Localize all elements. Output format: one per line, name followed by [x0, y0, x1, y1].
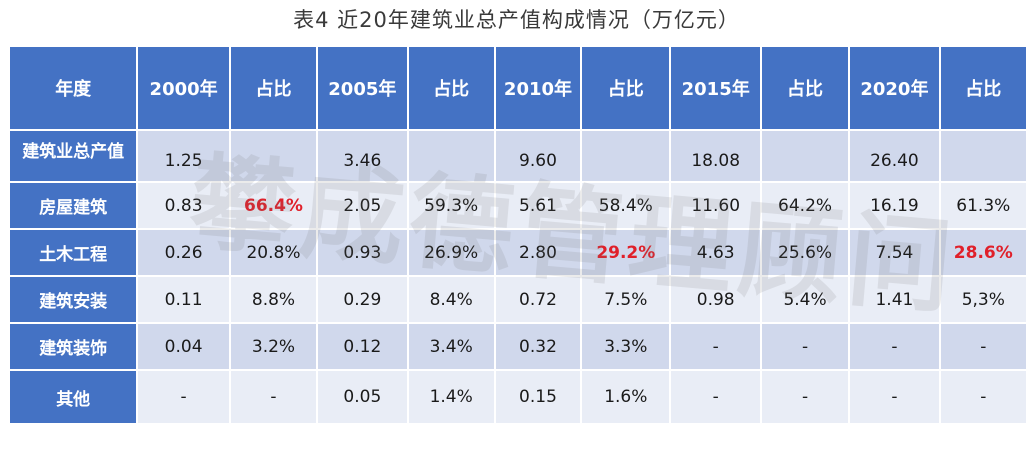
share-cell: 20.8% [228, 228, 319, 277]
share-cell [406, 129, 496, 183]
share-cell: 61.3% [938, 181, 1029, 230]
value-cell: - [669, 322, 762, 371]
share-cell: 5.4% [759, 275, 851, 324]
value-cell: 0.29 [316, 275, 409, 324]
row-label: 房屋建筑 [7, 181, 139, 230]
table-row: 建筑安装 0.11 8.8% 0.29 8.4% 0.72 7.5% 0.98 5.4% 1.41… [7, 275, 1029, 324]
row-label: 建筑装饰 [7, 322, 139, 371]
construction-output-table: 年度 2000年 占比 2005年 占比 2010年 占比 2015年 占比 2… [7, 45, 1029, 425]
value-cell: 2.05 [316, 181, 409, 230]
share-cell: - [938, 369, 1029, 425]
value-cell: 0.11 [136, 275, 231, 324]
value-cell: 0.32 [493, 322, 583, 371]
header-cell: 2015年 [669, 45, 762, 131]
header-cell: 2010年 [493, 45, 583, 131]
table-body: 建筑业总产值 1.25 3.46 9.60 18.08 26.40 房屋建筑 0.83 66.4… [7, 129, 1029, 425]
share-cell: 66.4% [228, 181, 319, 230]
value-cell: 0.98 [669, 275, 762, 324]
value-cell: 11.60 [669, 181, 762, 230]
value-cell: 0.15 [493, 369, 583, 425]
value-cell: 0.93 [316, 228, 409, 277]
share-cell [228, 129, 319, 183]
value-cell: 1.41 [848, 275, 941, 324]
value-cell: 0.83 [136, 181, 231, 230]
table-title: 表4 近20年建筑业总产值构成情况（万亿元） [293, 8, 740, 32]
value-cell: - [136, 369, 231, 425]
table-row: 房屋建筑 0.83 66.4% 2.05 59.3% 5.61 58.4% 11.60 64.2… [7, 181, 1029, 230]
share-cell: 28.6% [938, 228, 1029, 277]
value-cell: 0.72 [493, 275, 583, 324]
share-cell: 3.4% [406, 322, 496, 371]
row-label: 土木工程 [7, 228, 139, 277]
value-cell: 0.12 [316, 322, 409, 371]
table-row: 建筑装饰 0.04 3.2% 0.12 3.4% 0.32 3.3% - - - - [7, 322, 1029, 371]
share-cell: - [228, 369, 319, 425]
value-cell: 4.63 [669, 228, 762, 277]
share-cell: 7.5% [580, 275, 672, 324]
value-cell: 3.46 [316, 129, 409, 183]
value-cell: 26.40 [848, 129, 941, 183]
header-cell: 占比 [406, 45, 496, 131]
row-label: 其他 [7, 369, 139, 425]
share-cell: 1.4% [406, 369, 496, 425]
row-label: 建筑安装 [7, 275, 139, 324]
header-cell: 2020年 [848, 45, 941, 131]
share-cell: 1.6% [580, 369, 672, 425]
share-cell: 64.2% [759, 181, 851, 230]
share-cell: 26.9% [406, 228, 496, 277]
header-cell: 占比 [580, 45, 672, 131]
value-cell: 16.19 [848, 181, 941, 230]
header-cell: 占比 [228, 45, 319, 131]
header-cell: 年度 [7, 45, 139, 131]
header-cell: 2005年 [316, 45, 409, 131]
value-cell: 7.54 [848, 228, 941, 277]
share-cell [759, 129, 851, 183]
value-cell: 5.61 [493, 181, 583, 230]
share-cell: 59.3% [406, 181, 496, 230]
header-cell: 占比 [938, 45, 1029, 131]
share-cell: 3.2% [228, 322, 319, 371]
table-row: 其他 - -0.05 1.4% 0.15 1.6% - - - - [7, 369, 1029, 425]
value-cell: - [669, 369, 762, 425]
share-cell: - [759, 322, 851, 371]
value-cell: - [848, 322, 941, 371]
table-row: 土木工程 0.26 20.8% 0.93 26.9% 2.80 29.2% 4.63 25.6%… [7, 228, 1029, 277]
value-cell: 1.25 [136, 129, 231, 183]
share-cell: 5,3% [938, 275, 1029, 324]
share-cell: - [938, 322, 1029, 371]
value-cell: 2.80 [493, 228, 583, 277]
value-cell: 9.60 [493, 129, 583, 183]
value-cell: 0.26 [136, 228, 231, 277]
share-cell: 29.2% [580, 228, 672, 277]
value-cell: - [848, 369, 941, 425]
share-cell: 8.4% [406, 275, 496, 324]
header-row: 年度 2000年 占比 2005年 占比 2010年 占比 2015年 占比 2… [7, 45, 1029, 131]
header-cell: 2000年 [136, 45, 231, 131]
share-cell [938, 129, 1029, 183]
table-row: 建筑业总产值 1.25 3.46 9.60 18.08 26.40 [7, 129, 1029, 183]
share-cell: 3.3% [580, 322, 672, 371]
row-label: 建筑业总产值 [7, 129, 139, 183]
share-cell [580, 129, 672, 183]
header-cell: 占比 [759, 45, 851, 131]
share-cell: 25.6% [759, 228, 851, 277]
share-cell: - [759, 369, 851, 425]
share-cell: 58.4% [580, 181, 672, 230]
share-cell: 8.8% [228, 275, 319, 324]
value-cell: 0.05 [316, 369, 409, 425]
value-cell: 0.04 [136, 322, 231, 371]
value-cell: 18.08 [669, 129, 762, 183]
